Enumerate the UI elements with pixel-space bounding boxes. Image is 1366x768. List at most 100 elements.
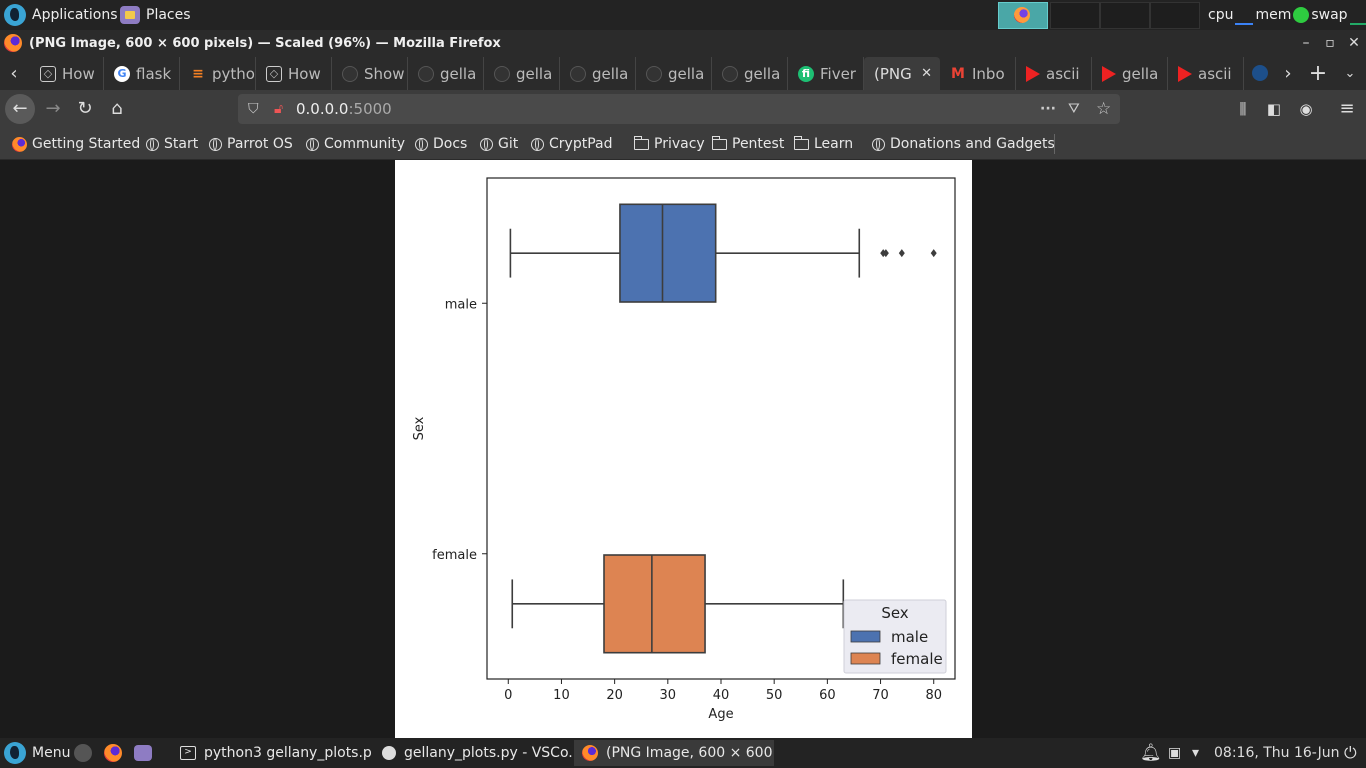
close-window-button[interactable]: ✕	[1348, 35, 1360, 51]
tab-label: How	[288, 64, 321, 83]
scroll-tabs-right-button[interactable]: ›	[1284, 63, 1292, 84]
x-tick-label: 50	[766, 688, 783, 703]
bookmark-label: Git	[498, 136, 519, 152]
terminal-launcher-icon[interactable]	[74, 738, 92, 768]
y-tick-label: male	[445, 297, 477, 312]
tab-8[interactable]: gella	[636, 57, 712, 90]
minimize-button[interactable]: –	[1302, 35, 1310, 51]
overflow-tab-icon[interactable]	[1252, 65, 1268, 81]
account-icon[interactable]: ◉	[1299, 100, 1313, 118]
bookmark-item[interactable]: Parrot OS	[209, 128, 293, 160]
maximize-button[interactable]: ▫	[1325, 35, 1335, 51]
notifications-bell-icon[interactable]: 🔔︎	[1140, 743, 1162, 763]
tab-5[interactable]: gella	[408, 57, 484, 90]
url-bar[interactable]: ⛉ 🔓︎ 0.0.0.0:5000 ··· ⛛ ☆	[238, 94, 1120, 124]
new-tab-button[interactable]: +	[1308, 61, 1328, 86]
bookmark-item[interactable]: Pentest	[711, 128, 784, 160]
sidebar-icon[interactable]: ◧	[1266, 100, 1282, 118]
firefox-launcher-icon[interactable]	[104, 744, 122, 762]
youtube-icon	[1178, 65, 1192, 82]
bookmarks-separator	[1054, 134, 1055, 154]
applications-menu[interactable]: Applications	[4, 0, 118, 30]
insecure-lock-icon[interactable]: 🔓︎	[274, 101, 284, 117]
shield-icon[interactable]: ⛉	[248, 101, 259, 117]
bookmark-item[interactable]: Start	[146, 128, 198, 160]
page-viewport: 0 10 20 30 40 50 60 70 80 male female Age Sex Sex male…	[0, 160, 1366, 738]
tab-9[interactable]: gella	[712, 57, 788, 90]
bookmark-label: Community	[324, 136, 406, 152]
keyboard-indicator-icon[interactable]: ▣	[1168, 745, 1182, 761]
files-launcher-icon[interactable]	[134, 738, 152, 768]
workspace-3[interactable]	[1100, 2, 1150, 29]
page-actions-icon[interactable]: ···	[1040, 101, 1056, 117]
x-tick-label: 40	[713, 688, 730, 703]
youtube-icon	[1102, 65, 1116, 82]
bookmark-item[interactable]: Community	[306, 128, 405, 160]
outlier-point	[930, 249, 937, 258]
tab-label: gella	[668, 64, 705, 83]
legend-label: male	[891, 628, 928, 646]
tab-12[interactable]: M Inbo	[940, 57, 1016, 90]
menu-button[interactable]: Menu	[0, 740, 70, 766]
tab-15[interactable]: ascii	[1168, 57, 1244, 90]
forward-button[interactable]: →	[45, 98, 61, 119]
parrot-logo-icon	[4, 742, 26, 764]
tab-10[interactable]: fi Fiver	[788, 57, 864, 90]
pocket-icon[interactable]: ⛛	[1068, 101, 1080, 117]
url-host: 0.0.0.0	[296, 100, 349, 118]
back-button[interactable]: ←	[5, 94, 35, 124]
menu-label: Menu	[32, 745, 71, 761]
network-wifi-icon[interactable]: ▾	[1192, 745, 1200, 761]
url-text[interactable]: 0.0.0.0:5000	[296, 94, 392, 124]
system-monitor[interactable]: cpu mem swap	[1208, 0, 1366, 30]
folder-icon	[633, 135, 649, 150]
list-all-tabs-button[interactable]: ⌄	[1344, 66, 1356, 81]
y-tick-label: female	[432, 548, 477, 563]
x-tick-label: 30	[660, 688, 677, 703]
workspace-4[interactable]	[1150, 2, 1200, 29]
firefox-icon	[12, 136, 27, 152]
places-label: Places	[146, 7, 191, 23]
bookmark-item[interactable]: CryptPad	[531, 128, 612, 160]
tab-6[interactable]: gella	[484, 57, 560, 90]
tab-0[interactable]: ◇ How	[30, 57, 104, 90]
tab-3[interactable]: ◇ How	[256, 57, 332, 90]
library-icon[interactable]: ⫼	[1239, 100, 1247, 118]
tab-11[interactable]: (PNG ✕	[864, 57, 940, 90]
close-tab-icon[interactable]: ✕	[921, 66, 932, 81]
tab-label: (PNG	[874, 64, 912, 83]
places-menu[interactable]: Places	[120, 0, 191, 30]
hamburger-menu-icon[interactable]: ≡	[1339, 98, 1355, 119]
bookmark-item[interactable]: Learn	[793, 128, 853, 160]
tab-14[interactable]: gella	[1092, 57, 1168, 90]
home-button[interactable]: ⌂	[111, 98, 123, 119]
bookmark-item[interactable]: Getting Started	[12, 128, 140, 160]
taskbar-window-button[interactable]: > python3 gellany_plots.p...	[172, 740, 372, 766]
globe-icon	[415, 137, 428, 151]
clock[interactable]: 08:16, Thu 16-Jun	[1214, 745, 1340, 761]
tab-label: gella	[592, 64, 629, 83]
swap-meter	[1349, 5, 1366, 25]
bookmark-item[interactable]: Git	[480, 128, 518, 160]
globe-icon	[480, 137, 493, 151]
power-icon[interactable]: ⏻	[1344, 743, 1357, 762]
bookmark-item[interactable]: Donations and Gadgets	[872, 128, 1055, 160]
png-image[interactable]: 0 10 20 30 40 50 60 70 80 male female Age Sex Sex male…	[395, 160, 972, 738]
reload-button[interactable]: ↻	[77, 98, 93, 119]
tab-7[interactable]: gella	[560, 57, 636, 90]
workspace-2[interactable]	[1050, 2, 1100, 29]
bookmark-item[interactable]: Docs	[415, 128, 467, 160]
bookmark-star-icon[interactable]: ☆	[1096, 99, 1112, 119]
bookmark-label: Parrot OS	[227, 136, 293, 152]
taskbar-window-button[interactable]: (PNG Image, 600 × 600 ...	[574, 740, 774, 766]
tab-4[interactable]: Show	[332, 57, 408, 90]
tab-13[interactable]: ascii	[1016, 57, 1092, 90]
taskbar-window-button[interactable]: gellany_plots.py - VSCo...	[374, 740, 572, 766]
bookmark-item[interactable]: Privacy	[633, 128, 705, 160]
box-female	[603, 554, 706, 654]
workspace-1[interactable]	[998, 2, 1048, 29]
scroll-tabs-left-button[interactable]: ‹	[10, 63, 18, 84]
tab-2[interactable]: ≡ pytho	[180, 57, 256, 90]
